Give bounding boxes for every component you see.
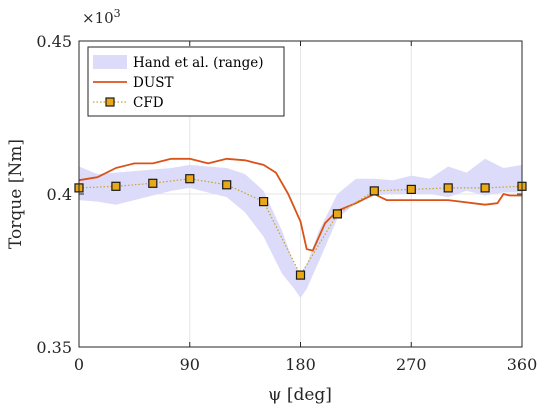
legend: Hand et al. (range) DUST CFD — [87, 46, 285, 117]
y-multiplier-base: ×10 — [82, 9, 114, 27]
x-tick-label-1: 90 — [180, 355, 200, 374]
legend-label-dust: DUST — [133, 75, 173, 91]
cfd-point-7 — [332, 209, 342, 219]
cfd-point-2 — [148, 178, 158, 188]
cfd-point-11 — [480, 183, 490, 193]
cfd-point-5 — [259, 197, 269, 207]
x-tick-label-3: 270 — [396, 355, 427, 374]
y-axis-label: Torque [Nm] — [6, 139, 26, 249]
cfd-point-1 — [111, 181, 121, 191]
cfd-point-8 — [369, 186, 379, 196]
legend-swatch-cfd-marker — [105, 97, 115, 107]
y-tick-label-2: 0.45 — [36, 32, 72, 51]
legend-label-hand: Hand et al. (range) — [133, 55, 263, 71]
y-tick-label-1: 0.4 — [47, 185, 72, 204]
x-tick-label-0: 0 — [74, 355, 84, 374]
y-multiplier-exponent: 3 — [114, 7, 121, 20]
cfd-point-3 — [185, 174, 195, 184]
y-multiplier: ×103 — [82, 7, 121, 28]
cfd-point-4 — [222, 180, 232, 190]
cfd-point-10 — [443, 183, 453, 193]
y-tick-label-0: 0.35 — [36, 338, 72, 357]
cfd-point-6 — [295, 270, 306, 280]
legend-label-cfd: CFD — [133, 95, 164, 111]
x-tick-label-4: 360 — [507, 355, 538, 374]
cfd-point-9 — [406, 184, 416, 194]
x-axis-label: ψ [deg] — [268, 385, 332, 405]
series-dust-line — [78, 157, 522, 252]
legend-swatch-hand — [93, 55, 127, 69]
x-tick-label-2: 180 — [285, 355, 316, 374]
ticks: 0 90 180 270 360 0.35 0.4 0.45 — [36, 32, 537, 374]
